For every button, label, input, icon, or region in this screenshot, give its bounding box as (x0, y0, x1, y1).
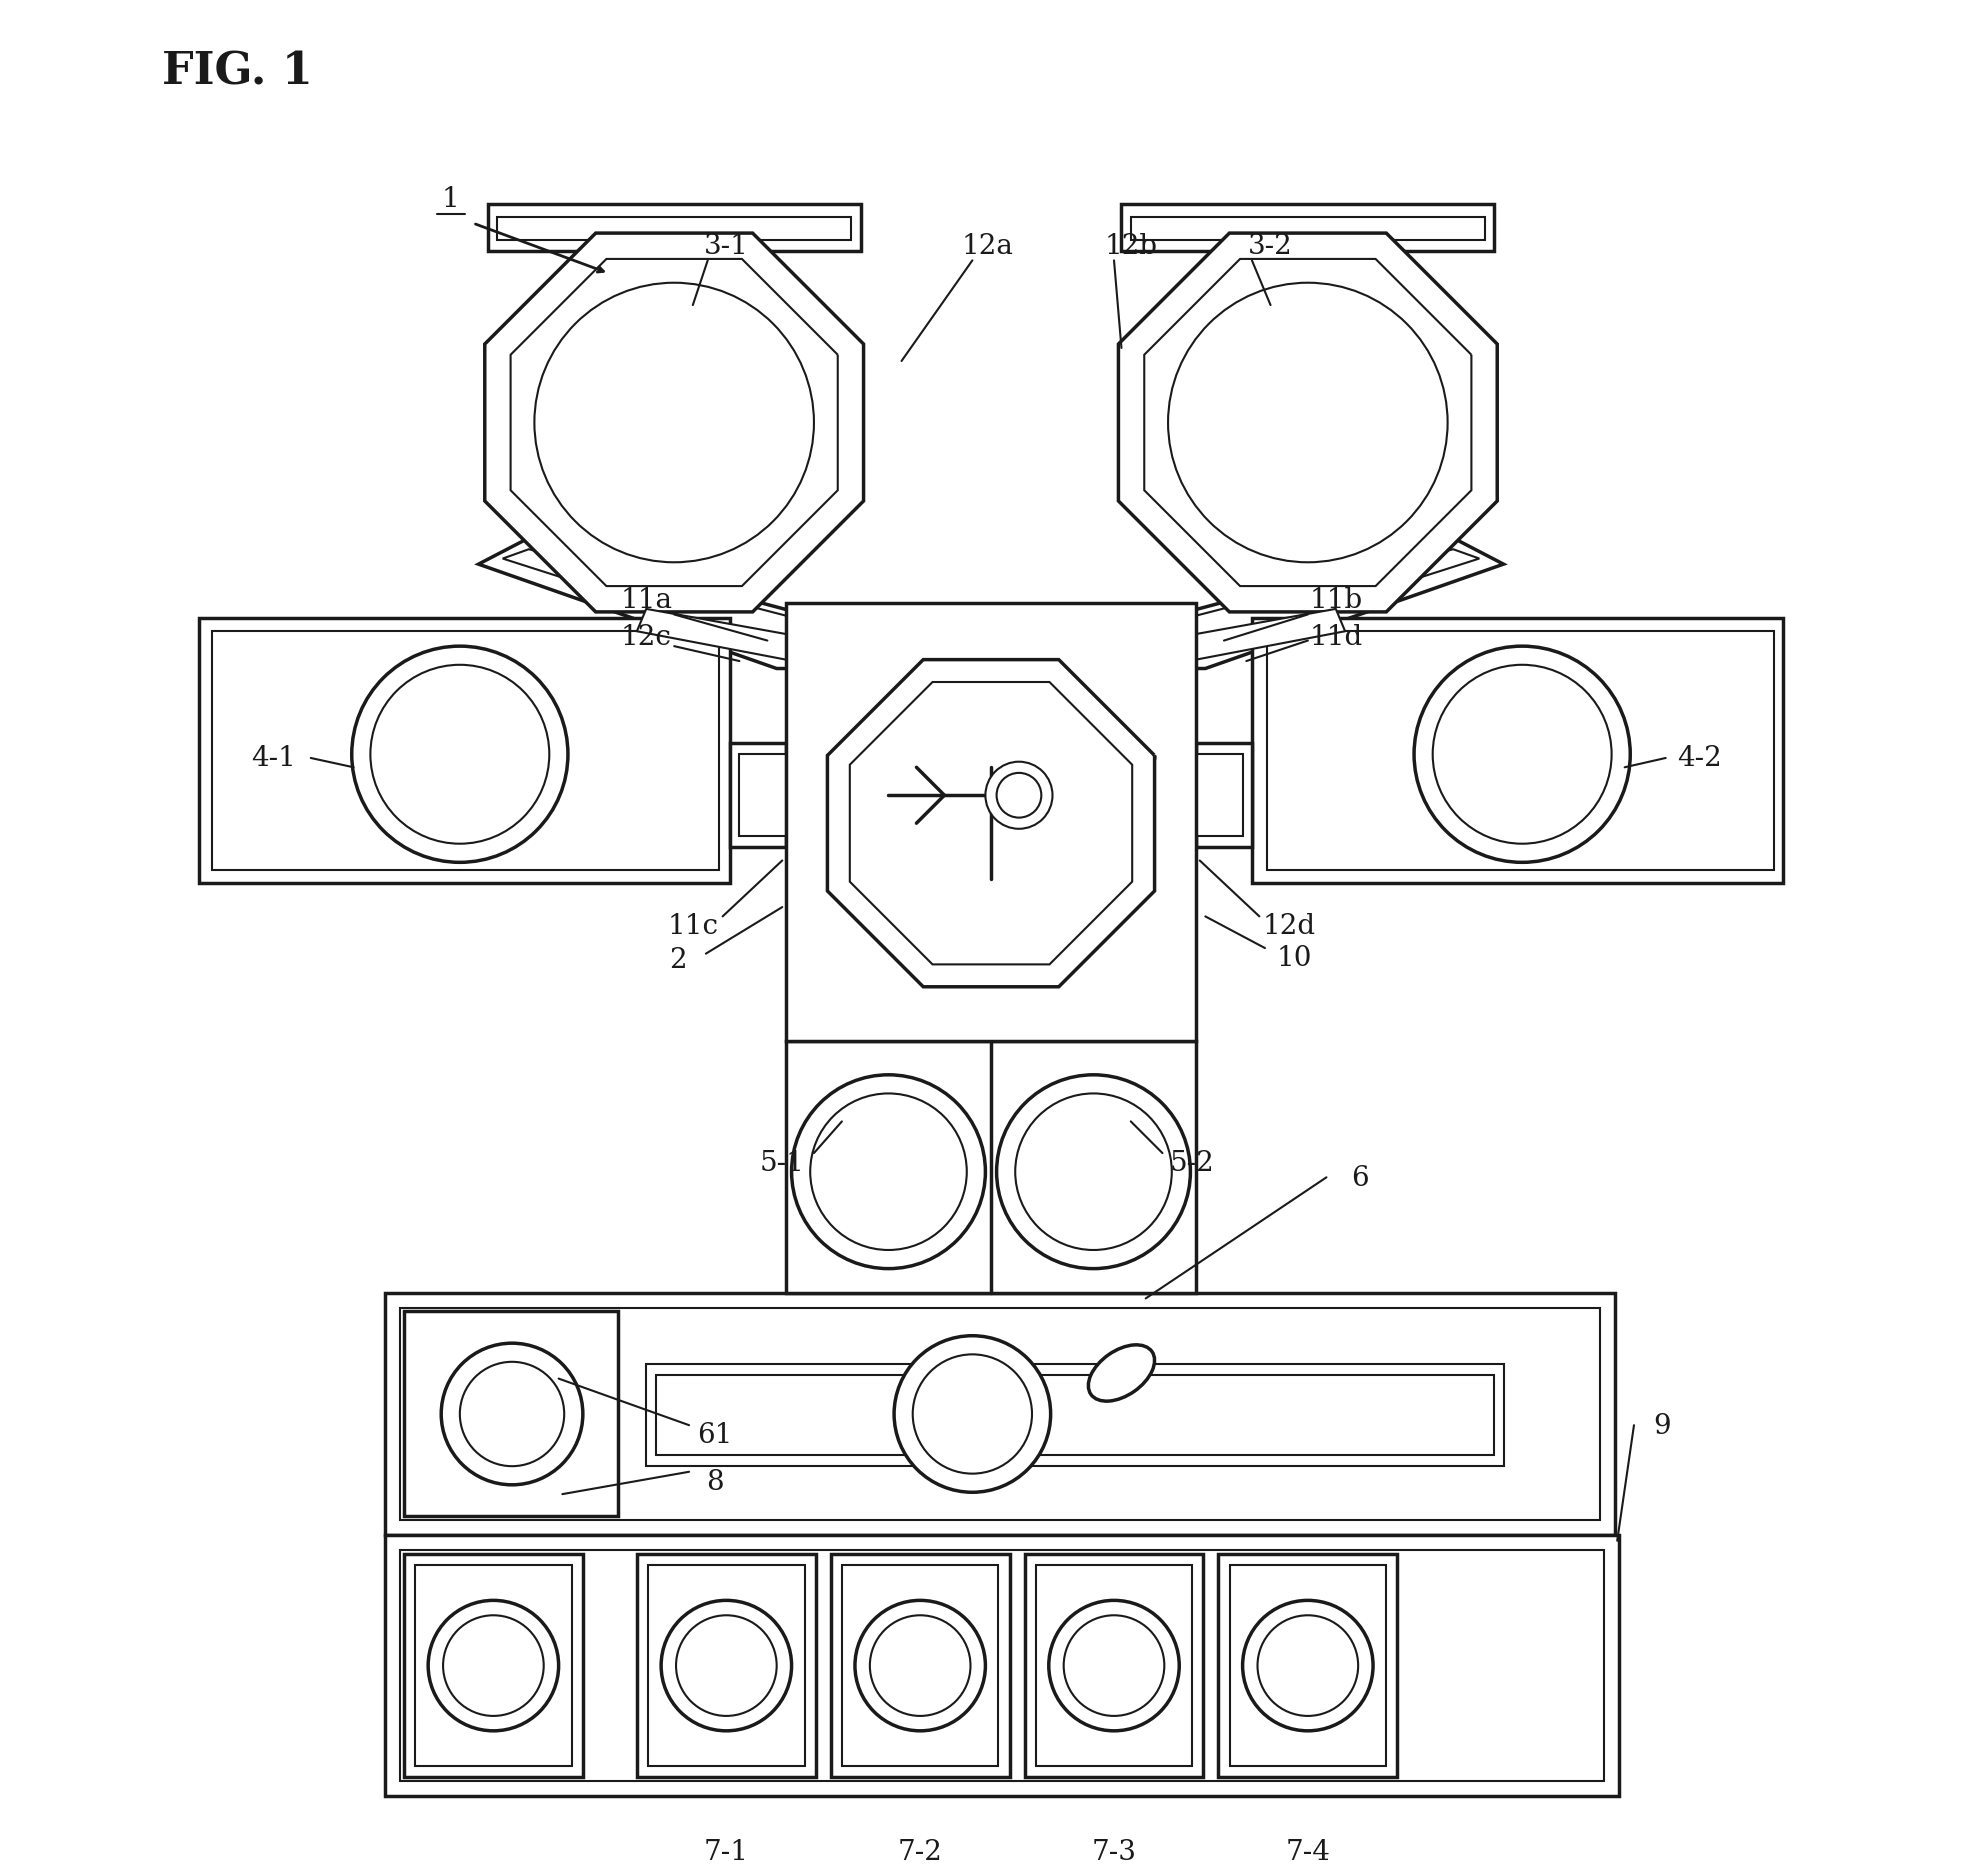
Polygon shape (1144, 260, 1471, 586)
Circle shape (371, 665, 549, 845)
Text: 7-2: 7-2 (898, 1839, 943, 1866)
Circle shape (1167, 283, 1447, 564)
Polygon shape (1118, 234, 1496, 612)
Polygon shape (1171, 551, 1479, 646)
Circle shape (791, 1075, 985, 1268)
Bar (842, 1566, 999, 1766)
Bar (1229, 1566, 1385, 1766)
Circle shape (997, 1075, 1191, 1268)
Text: 11b: 11b (1310, 586, 1362, 614)
Bar (1132, 219, 1485, 242)
Circle shape (854, 1601, 985, 1731)
Circle shape (1064, 1615, 1163, 1716)
Text: 2: 2 (670, 946, 686, 974)
Text: 3-2: 3-2 (1249, 232, 1292, 260)
Circle shape (535, 283, 815, 564)
Text: 4-1: 4-1 (252, 745, 295, 772)
Polygon shape (1150, 609, 1346, 669)
Circle shape (444, 1615, 543, 1716)
Text: 12c: 12c (620, 624, 672, 652)
Polygon shape (826, 661, 1156, 987)
Polygon shape (1150, 541, 1504, 669)
Text: 1: 1 (442, 185, 460, 214)
Bar (1266, 631, 1774, 871)
Text: 7-4: 7-4 (1286, 1839, 1330, 1866)
Circle shape (894, 1335, 1050, 1493)
Bar (385, 1292, 1615, 1536)
Bar (404, 1311, 618, 1517)
Bar (488, 206, 860, 251)
Text: 11a: 11a (620, 586, 672, 614)
Text: 12b: 12b (1104, 232, 1157, 260)
Circle shape (811, 1094, 967, 1251)
Polygon shape (850, 682, 1132, 965)
Circle shape (1413, 646, 1631, 863)
Text: 61: 61 (698, 1422, 733, 1448)
Bar (646, 1364, 1504, 1467)
Bar (648, 1566, 805, 1766)
Text: 6: 6 (1352, 1165, 1370, 1191)
Circle shape (1015, 1094, 1171, 1251)
Bar (830, 1555, 1009, 1777)
Text: 10: 10 (1276, 944, 1312, 972)
Bar (404, 1555, 583, 1777)
Circle shape (1243, 1601, 1374, 1731)
Bar (656, 1375, 1494, 1455)
Polygon shape (636, 609, 832, 669)
Bar (739, 755, 787, 837)
Circle shape (1433, 665, 1611, 845)
Bar (400, 1307, 1599, 1521)
Text: 5-2: 5-2 (1169, 1150, 1215, 1176)
Circle shape (428, 1601, 559, 1731)
Bar (729, 744, 787, 848)
Polygon shape (503, 551, 811, 646)
Circle shape (442, 1343, 583, 1485)
Circle shape (1048, 1601, 1179, 1731)
Bar (1122, 206, 1494, 251)
Polygon shape (478, 541, 832, 669)
Bar (212, 631, 719, 871)
Circle shape (662, 1601, 791, 1731)
Text: 11c: 11c (668, 912, 717, 940)
Text: 11d: 11d (1310, 624, 1362, 652)
Bar (636, 1555, 817, 1777)
Bar (1025, 1555, 1203, 1777)
Bar (1195, 744, 1253, 848)
Bar (400, 1551, 1603, 1781)
Text: 3-1: 3-1 (704, 232, 749, 260)
Text: 5-1: 5-1 (759, 1150, 805, 1176)
Bar (1195, 755, 1243, 837)
Text: 7-1: 7-1 (704, 1839, 749, 1866)
Text: FIG. 1: FIG. 1 (163, 51, 313, 94)
Bar (1037, 1566, 1193, 1766)
Text: 4-2: 4-2 (1677, 745, 1722, 772)
Bar (198, 618, 729, 884)
Bar (497, 219, 850, 242)
Ellipse shape (1088, 1345, 1156, 1401)
Bar (1219, 1555, 1397, 1777)
Bar (385, 1536, 1619, 1796)
Bar (787, 603, 1195, 1041)
Circle shape (914, 1354, 1033, 1474)
Circle shape (676, 1615, 777, 1716)
Bar (414, 1566, 571, 1766)
Text: 7-3: 7-3 (1092, 1839, 1136, 1866)
Circle shape (351, 646, 569, 863)
Polygon shape (486, 234, 864, 612)
Circle shape (1257, 1615, 1358, 1716)
Circle shape (985, 762, 1052, 830)
Circle shape (460, 1362, 565, 1467)
Polygon shape (511, 260, 838, 586)
Text: 12a: 12a (961, 232, 1013, 260)
Bar (787, 1041, 1195, 1292)
Text: 12d: 12d (1263, 912, 1316, 940)
Bar (1253, 618, 1784, 884)
Circle shape (997, 774, 1041, 819)
Circle shape (870, 1615, 971, 1716)
Text: 8: 8 (706, 1468, 723, 1495)
Text: 9: 9 (1653, 1412, 1671, 1438)
